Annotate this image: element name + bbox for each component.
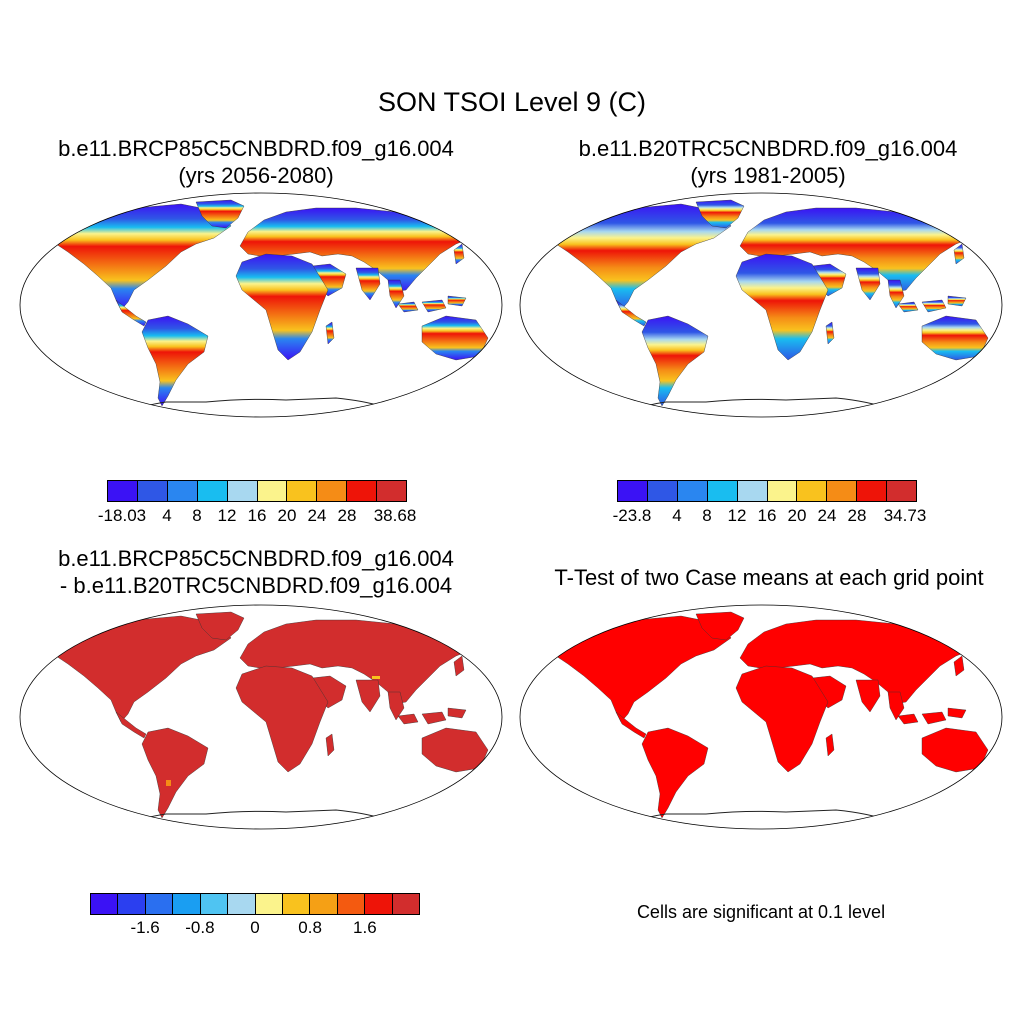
colorbar-tick-label: 8: [702, 506, 712, 525]
colorbar-c-cell: [118, 894, 146, 914]
colorbar-tick-label: 20: [277, 506, 297, 525]
colorbar-difference: [90, 893, 420, 915]
colorbar-tick-label: 12: [727, 506, 747, 525]
colorbar-tick-label: 4: [672, 506, 682, 525]
globe-outline: [519, 604, 1003, 830]
colorbar-b-cell: [618, 481, 648, 501]
colorbar-c-cell: [145, 894, 174, 914]
colorbar-c-cell: [228, 894, 256, 914]
colorbar-tick-label: 8: [192, 506, 202, 525]
colorbar-tick-label: 0.8: [298, 918, 322, 937]
colorbar-b-cell: [797, 481, 828, 501]
colorbar-tick-label: 12: [217, 506, 237, 525]
colorbar-a-cell: [377, 481, 407, 501]
panel-title-difference-line1: b.e11.BRCP85C5CNBDRD.f09_g16.004: [58, 546, 454, 571]
colorbar-difference-labels: -1.6 -0.8 0 0.8 1.6: [90, 918, 420, 940]
colorbar-a-cell: [287, 481, 318, 501]
colorbar-c-cell: [392, 894, 420, 914]
colorbar-a-cell: [197, 481, 228, 501]
colorbar-b-cell: [737, 481, 768, 501]
colorbar-tick-label: 24: [817, 506, 837, 525]
colorbar-b-cell: [677, 481, 708, 501]
significance-note: Cells are significant at 0.1 level: [636, 902, 886, 922]
main-title: SON TSOI Level 9 (C): [377, 87, 647, 117]
colorbar-historical-labels: -23.8 4 8 12 16 20 24 28 34.73: [613, 506, 927, 528]
panel-title-future-line2: (yrs 2056-2080): [178, 163, 334, 188]
colorbar-c-cell: [310, 894, 338, 914]
colorbar-tick-label: 28: [337, 506, 357, 525]
colorbar-tick-label: 24: [307, 506, 327, 525]
diff-anomaly-patch: [372, 676, 380, 679]
map-future-climatology: [16, 192, 506, 425]
colorbar-tick-label: -23.8: [612, 506, 652, 525]
colorbar-b-cell: [767, 481, 798, 501]
panel-title-future-line1: b.e11.BRCP85C5CNBDRD.f09_g16.004: [58, 136, 454, 161]
colorbar-a-cell: [167, 481, 198, 501]
colorbar-historical: [617, 480, 917, 502]
panel-title-historical: b.e11.B20TRC5CNBDRD.f09_g16.004 (yrs 198…: [528, 135, 1008, 189]
panel-title-historical-line2: (yrs 1981-2005): [690, 163, 846, 188]
colorbar-c-cell: [337, 894, 366, 914]
colorbar-tick-label: 28: [847, 506, 867, 525]
colorbar-b-cell: [647, 481, 678, 501]
colorbar-c-cell: [200, 894, 229, 914]
diff-anomaly-patch: [166, 780, 171, 786]
map-historical-climatology: [516, 192, 1006, 425]
colorbar-c-cell: [91, 894, 119, 914]
colorbar-a-cell: [227, 481, 258, 501]
map-difference: [16, 604, 506, 837]
colorbar-a-cell: [257, 481, 288, 501]
colorbar-a-cell: [347, 481, 378, 501]
globe-outline: [19, 604, 503, 830]
colorbar-c-cell: [173, 894, 201, 914]
colorbar-c-cell: [365, 894, 393, 914]
colorbar-a-cell: [317, 481, 348, 501]
colorbar-tick-label: 16: [757, 506, 777, 525]
map-ttest: [516, 604, 1006, 837]
colorbar-tick-label: 38.68: [373, 506, 417, 525]
colorbar-tick-label: 16: [247, 506, 267, 525]
panel-title-difference-line2: - b.e11.B20TRC5CNBDRD.f09_g16.004: [59, 573, 453, 598]
colorbar-tick-label: 1.6: [353, 918, 377, 937]
panel-title-historical-line1: b.e11.B20TRC5CNBDRD.f09_g16.004: [578, 136, 958, 161]
globe-outline: [519, 192, 1003, 418]
panel-title-future: b.e11.BRCP85C5CNBDRD.f09_g16.004 (yrs 20…: [16, 135, 496, 189]
panel-title-difference: b.e11.BRCP85C5CNBDRD.f09_g16.004 - b.e11…: [16, 545, 496, 599]
colorbar-future: [107, 480, 407, 502]
colorbar-tick-label: -0.8: [185, 918, 215, 937]
globe-outline: [19, 192, 503, 418]
colorbar-c-cell: [255, 894, 283, 914]
colorbar-tick-label: 34.73: [883, 506, 927, 525]
panel-title-ttest: T-Test of two Case means at each grid po…: [514, 564, 1024, 591]
colorbar-c-cell: [282, 894, 311, 914]
colorbar-tick-label: 0: [250, 918, 260, 937]
colorbar-b-cell: [887, 481, 917, 501]
colorbar-tick-label: -18.03: [97, 506, 147, 525]
colorbar-a-cell: [137, 481, 168, 501]
colorbar-tick-label: 20: [787, 506, 807, 525]
colorbar-a-cell: [108, 481, 138, 501]
colorbar-b-cell: [707, 481, 738, 501]
panel-title-ttest-line1: T-Test of two Case means at each grid po…: [554, 565, 984, 590]
colorbar-b-cell: [827, 481, 858, 501]
colorbar-b-cell: [857, 481, 888, 501]
colorbar-tick-label: 4: [162, 506, 172, 525]
colorbar-tick-label: -1.6: [130, 918, 160, 937]
colorbar-future-labels: -18.03 4 8 12 16 20 24 28 38.68: [98, 506, 416, 528]
